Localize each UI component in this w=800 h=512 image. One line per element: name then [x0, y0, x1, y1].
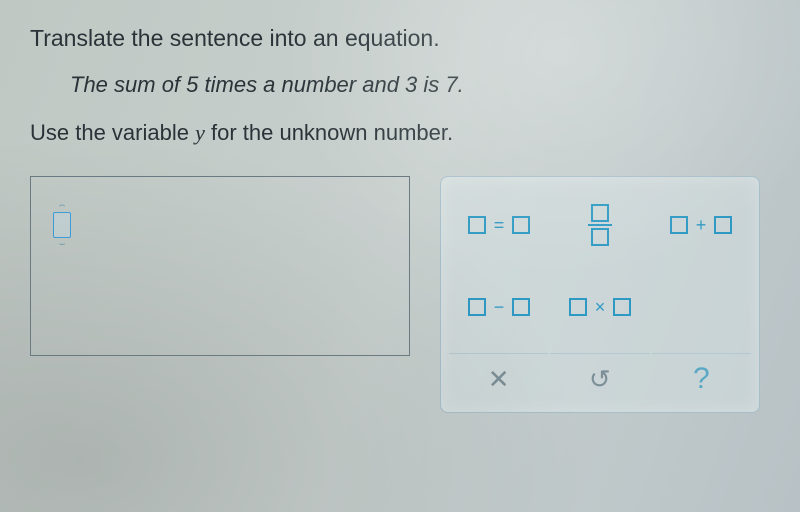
work-area: ⌢ ⌣ = [30, 176, 770, 413]
tool-plus[interactable]: + [652, 185, 751, 265]
variable-y: y [195, 120, 205, 145]
svg-text:+: + [696, 215, 707, 235]
tool-fraction[interactable] [550, 185, 649, 265]
instruction-line-2-italic: The sum of 5 times a number and 3 is 7. [70, 72, 770, 98]
svg-text:=: = [493, 215, 504, 235]
tool-help[interactable]: ? [652, 353, 751, 404]
help-icon: ? [693, 362, 710, 396]
tool-empty [652, 267, 751, 347]
close-x-icon: ✕ [488, 364, 510, 395]
cursor-placeholder-box[interactable] [53, 212, 71, 238]
tool-times[interactable]: × [550, 267, 649, 347]
answer-input-box[interactable]: ⌢ ⌣ [30, 176, 410, 356]
instruction-line-3-post: for the unknown number. [205, 120, 453, 145]
instruction-line-3: Use the variable y for the unknown numbe… [30, 120, 770, 146]
svg-text:−: − [493, 297, 504, 317]
tool-clear[interactable]: ✕ [449, 353, 548, 404]
cursor-top-hint: ⌢ [58, 199, 65, 212]
instruction-line-1: Translate the sentence into an equation. [30, 25, 770, 52]
svg-text:×: × [595, 297, 606, 317]
tool-equals[interactable]: = [449, 185, 548, 265]
equation-cursor[interactable]: ⌢ ⌣ [53, 199, 71, 251]
instruction-line-3-pre: Use the variable [30, 120, 195, 145]
undo-icon: ↻ [589, 364, 611, 395]
cursor-bottom-hint: ⌣ [58, 238, 65, 251]
tool-undo[interactable]: ↻ [550, 353, 649, 404]
tool-minus[interactable]: − [449, 267, 548, 347]
math-toolbar: = + [440, 176, 760, 413]
